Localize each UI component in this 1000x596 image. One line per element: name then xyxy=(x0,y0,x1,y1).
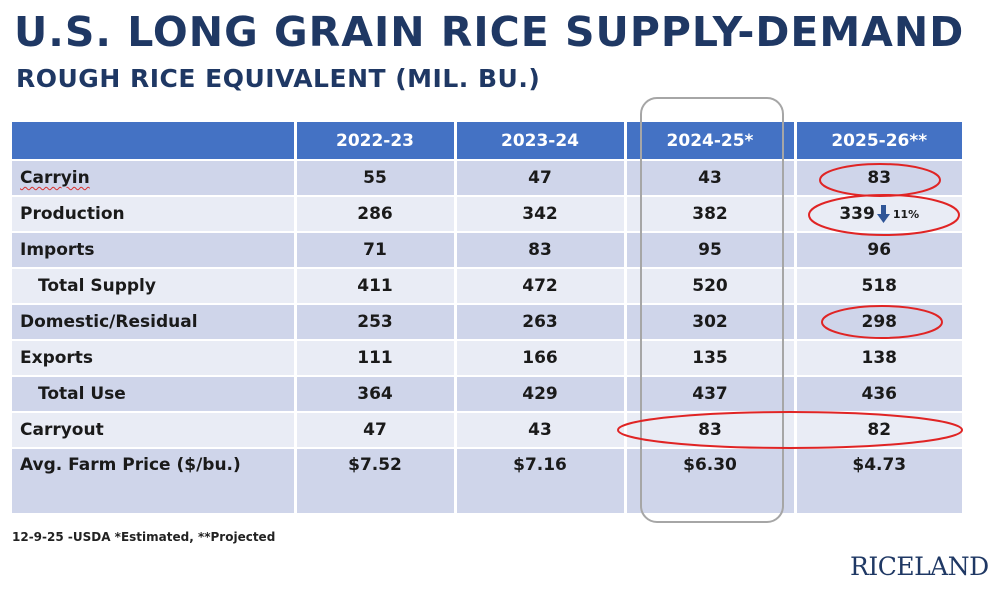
table-cell: $6.30 xyxy=(625,447,797,513)
table-cell: 83 xyxy=(625,411,797,448)
table-cell: 411 xyxy=(295,267,457,304)
table-cell: 111 xyxy=(295,339,457,376)
table-cell: 253 xyxy=(295,303,457,340)
table-row-carryin: Carryin 55 47 43 83 xyxy=(12,159,962,196)
header-2024-25: 2024-25* xyxy=(625,122,797,160)
table-row-exports: Exports 111 166 135 138 xyxy=(12,339,962,376)
riceland-logo: RICELAND xyxy=(850,552,989,581)
source-footnote: 12-9-25 -USDA *Estimated, **Projected xyxy=(12,530,276,544)
row-label: Production xyxy=(12,195,297,232)
table-cell: 82 xyxy=(795,411,962,448)
page-subtitle: ROUGH RICE EQUIVALENT (MIL. BU.) xyxy=(16,64,541,93)
table-row-domestic-residual: Domestic/Residual 253 263 302 298 xyxy=(12,303,962,340)
table-cell: 83 xyxy=(795,159,962,196)
table-cell: $4.73 xyxy=(795,447,962,513)
table-cell: 436 xyxy=(795,375,962,412)
production-value: 339 xyxy=(839,204,875,224)
header-2023-24: 2023-24 xyxy=(455,122,627,160)
page-title: U.S. LONG GRAIN RICE SUPPLY-DEMAND xyxy=(14,8,965,56)
row-label: Domestic/Residual xyxy=(12,303,297,340)
header-2025-26: 2025-26** xyxy=(795,122,962,160)
table-cell: 43 xyxy=(625,159,797,196)
row-label: Total Supply xyxy=(12,267,297,304)
table-cell: 138 xyxy=(795,339,962,376)
table-cell: 47 xyxy=(455,159,627,196)
table-cell: 263 xyxy=(455,303,627,340)
arrow-down-icon xyxy=(876,205,890,223)
supply-demand-table: 2022-23 2023-24 2024-25* 2025-26** Carry… xyxy=(12,122,962,513)
row-label: Carryout xyxy=(12,411,297,448)
table-cell: 364 xyxy=(295,375,457,412)
table-cell: $7.16 xyxy=(455,447,627,513)
table-cell: 71 xyxy=(295,231,457,268)
table-cell: 83 xyxy=(455,231,627,268)
header-label-cell xyxy=(12,122,297,160)
table-cell: 47 xyxy=(295,411,457,448)
table-cell: 43 xyxy=(455,411,627,448)
row-label: Imports xyxy=(12,231,297,268)
table-row-total-use: Total Use 364 429 437 436 xyxy=(12,375,962,412)
table-cell: 302 xyxy=(625,303,797,340)
table-cell: 472 xyxy=(455,267,627,304)
production-change-pct: 11% xyxy=(892,207,920,221)
carryin-label: Carryin xyxy=(20,168,90,188)
row-label: Avg. Farm Price ($/bu.) xyxy=(12,447,297,513)
table-row-imports: Imports 71 83 95 96 xyxy=(12,231,962,268)
table-header-row: 2022-23 2023-24 2024-25* 2025-26** xyxy=(12,122,962,160)
table-cell: 382 xyxy=(625,195,797,232)
table-row-total-supply: Total Supply 411 472 520 518 xyxy=(12,267,962,304)
table-cell: 339 11% xyxy=(795,195,962,232)
table-cell: 55 xyxy=(295,159,457,196)
table-row-avg-farm-price: Avg. Farm Price ($/bu.) $7.52 $7.16 $6.3… xyxy=(12,447,962,513)
production-change: 11% xyxy=(876,205,920,223)
table-cell: 520 xyxy=(625,267,797,304)
row-label: Total Use xyxy=(12,375,297,412)
table-cell: 342 xyxy=(455,195,627,232)
table-cell: 95 xyxy=(625,231,797,268)
table-cell: 437 xyxy=(625,375,797,412)
table-cell: $7.52 xyxy=(295,447,457,513)
table-row-carryout: Carryout 47 43 83 82 xyxy=(12,411,962,448)
table-cell: 286 xyxy=(295,195,457,232)
table-row-production: Production 286 342 382 339 11% xyxy=(12,195,962,232)
table-cell: 429 xyxy=(455,375,627,412)
table-cell: 518 xyxy=(795,267,962,304)
header-2022-23: 2022-23 xyxy=(295,122,457,160)
table-cell: 298 xyxy=(795,303,962,340)
table-cell: 135 xyxy=(625,339,797,376)
row-label: Carryin xyxy=(12,159,297,196)
table-cell: 166 xyxy=(455,339,627,376)
row-label: Exports xyxy=(12,339,297,376)
table-cell: 96 xyxy=(795,231,962,268)
